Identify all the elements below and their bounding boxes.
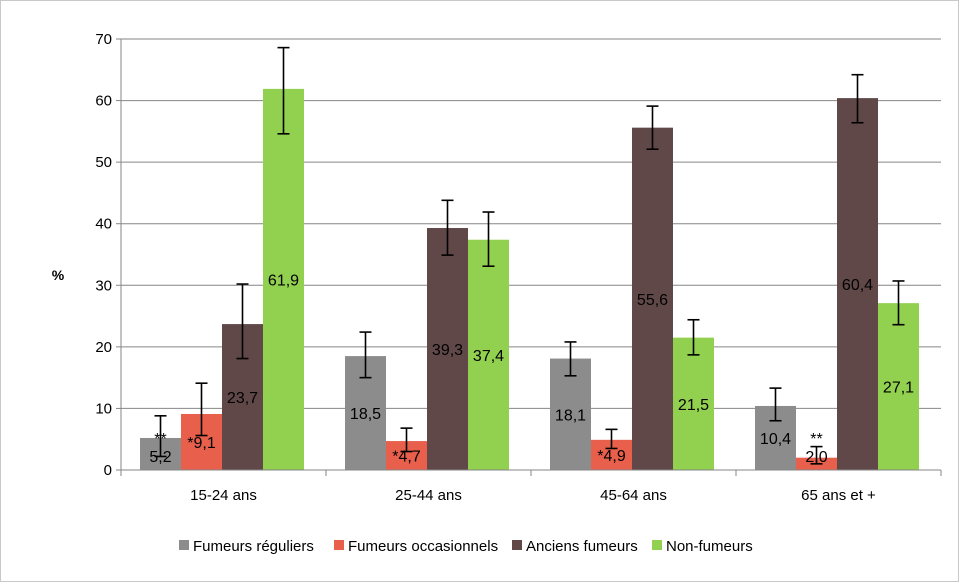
bar <box>878 303 919 470</box>
y-tick-label: 10 <box>95 400 112 417</box>
y-tick-label: 50 <box>95 154 112 171</box>
legend-swatch <box>334 540 344 550</box>
bar <box>837 98 878 470</box>
data-label: 18,1 <box>555 407 586 424</box>
y-tick-label: 30 <box>95 277 112 294</box>
legend-swatch <box>179 540 189 550</box>
y-axis-label: % <box>52 267 65 283</box>
data-label: ** 5,2 <box>149 431 171 466</box>
data-label: 60,4 <box>842 277 873 294</box>
data-label: 55,6 <box>637 292 668 309</box>
legend-label: Non-fumeurs <box>666 538 753 555</box>
legend-label: Anciens fumeurs <box>526 538 638 555</box>
data-label: 21,5 <box>678 397 709 414</box>
legend-label: Fumeurs réguliers <box>193 538 314 555</box>
data-label: *4,7 <box>392 449 421 466</box>
data-label: *4,9 <box>597 448 626 465</box>
data-label: 37,4 <box>473 348 504 365</box>
y-tick-label: 20 <box>95 339 112 356</box>
x-tick-label: 15-24 ans <box>190 487 257 504</box>
bar <box>263 88 304 470</box>
data-label: 23,7 <box>227 390 258 407</box>
bar <box>632 127 673 471</box>
y-tick-label: 0 <box>104 462 112 479</box>
legend-label: Fumeurs occasionnels <box>348 538 498 555</box>
data-label: 18,5 <box>350 406 381 423</box>
data-label: 10,4 <box>760 431 791 448</box>
x-tick-label: 65 ans et + <box>801 487 876 504</box>
legend-swatch <box>652 540 662 550</box>
legend-swatch <box>512 540 522 550</box>
x-tick-label: 25-44 ans <box>395 487 462 504</box>
y-tick-label: 40 <box>95 216 112 233</box>
bar <box>468 239 509 470</box>
data-label: *9,1 <box>187 435 216 452</box>
x-tick-label: 45-64 ans <box>600 487 667 504</box>
bar <box>427 228 468 470</box>
data-label: ** 2,0 <box>805 431 827 466</box>
bar <box>550 358 591 470</box>
y-tick-label: 70 <box>95 31 112 48</box>
data-label: 61,9 <box>268 272 299 289</box>
data-label: 27,1 <box>883 380 914 397</box>
bar <box>673 337 714 470</box>
y-tick-label: 60 <box>95 93 112 110</box>
data-label: 39,3 <box>432 342 463 359</box>
